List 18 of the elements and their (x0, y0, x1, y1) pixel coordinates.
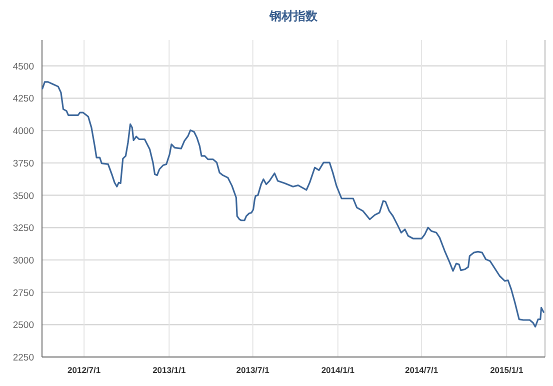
y-tick-label: 4500 (12, 61, 34, 72)
y-tick-label: 4250 (12, 94, 34, 105)
chart-title: 钢材指数 (268, 9, 318, 23)
y-tick-label: 3750 (12, 158, 34, 170)
x-tick-label: 2013/1/1 (152, 365, 186, 375)
y-tick-label: 2250 (12, 352, 34, 364)
y-tick-label: 2750 (12, 288, 34, 299)
x-tick-label: 2014/7/1 (405, 365, 438, 375)
x-tick-label: 2012/7/1 (68, 365, 101, 375)
x-tick-label: 2013/7/1 (236, 365, 270, 375)
line-series (42, 81, 544, 328)
y-tick-label: 3250 (12, 223, 34, 234)
y-tick-label: 3500 (12, 190, 34, 202)
x-tick-label: 2015/1/1 (490, 365, 524, 375)
y-tick-label: 4000 (12, 126, 34, 138)
x-tick-label: 2014/1/1 (321, 365, 355, 375)
y-tick-label: 2500 (12, 320, 34, 332)
y-tick-label: 3000 (12, 255, 34, 266)
